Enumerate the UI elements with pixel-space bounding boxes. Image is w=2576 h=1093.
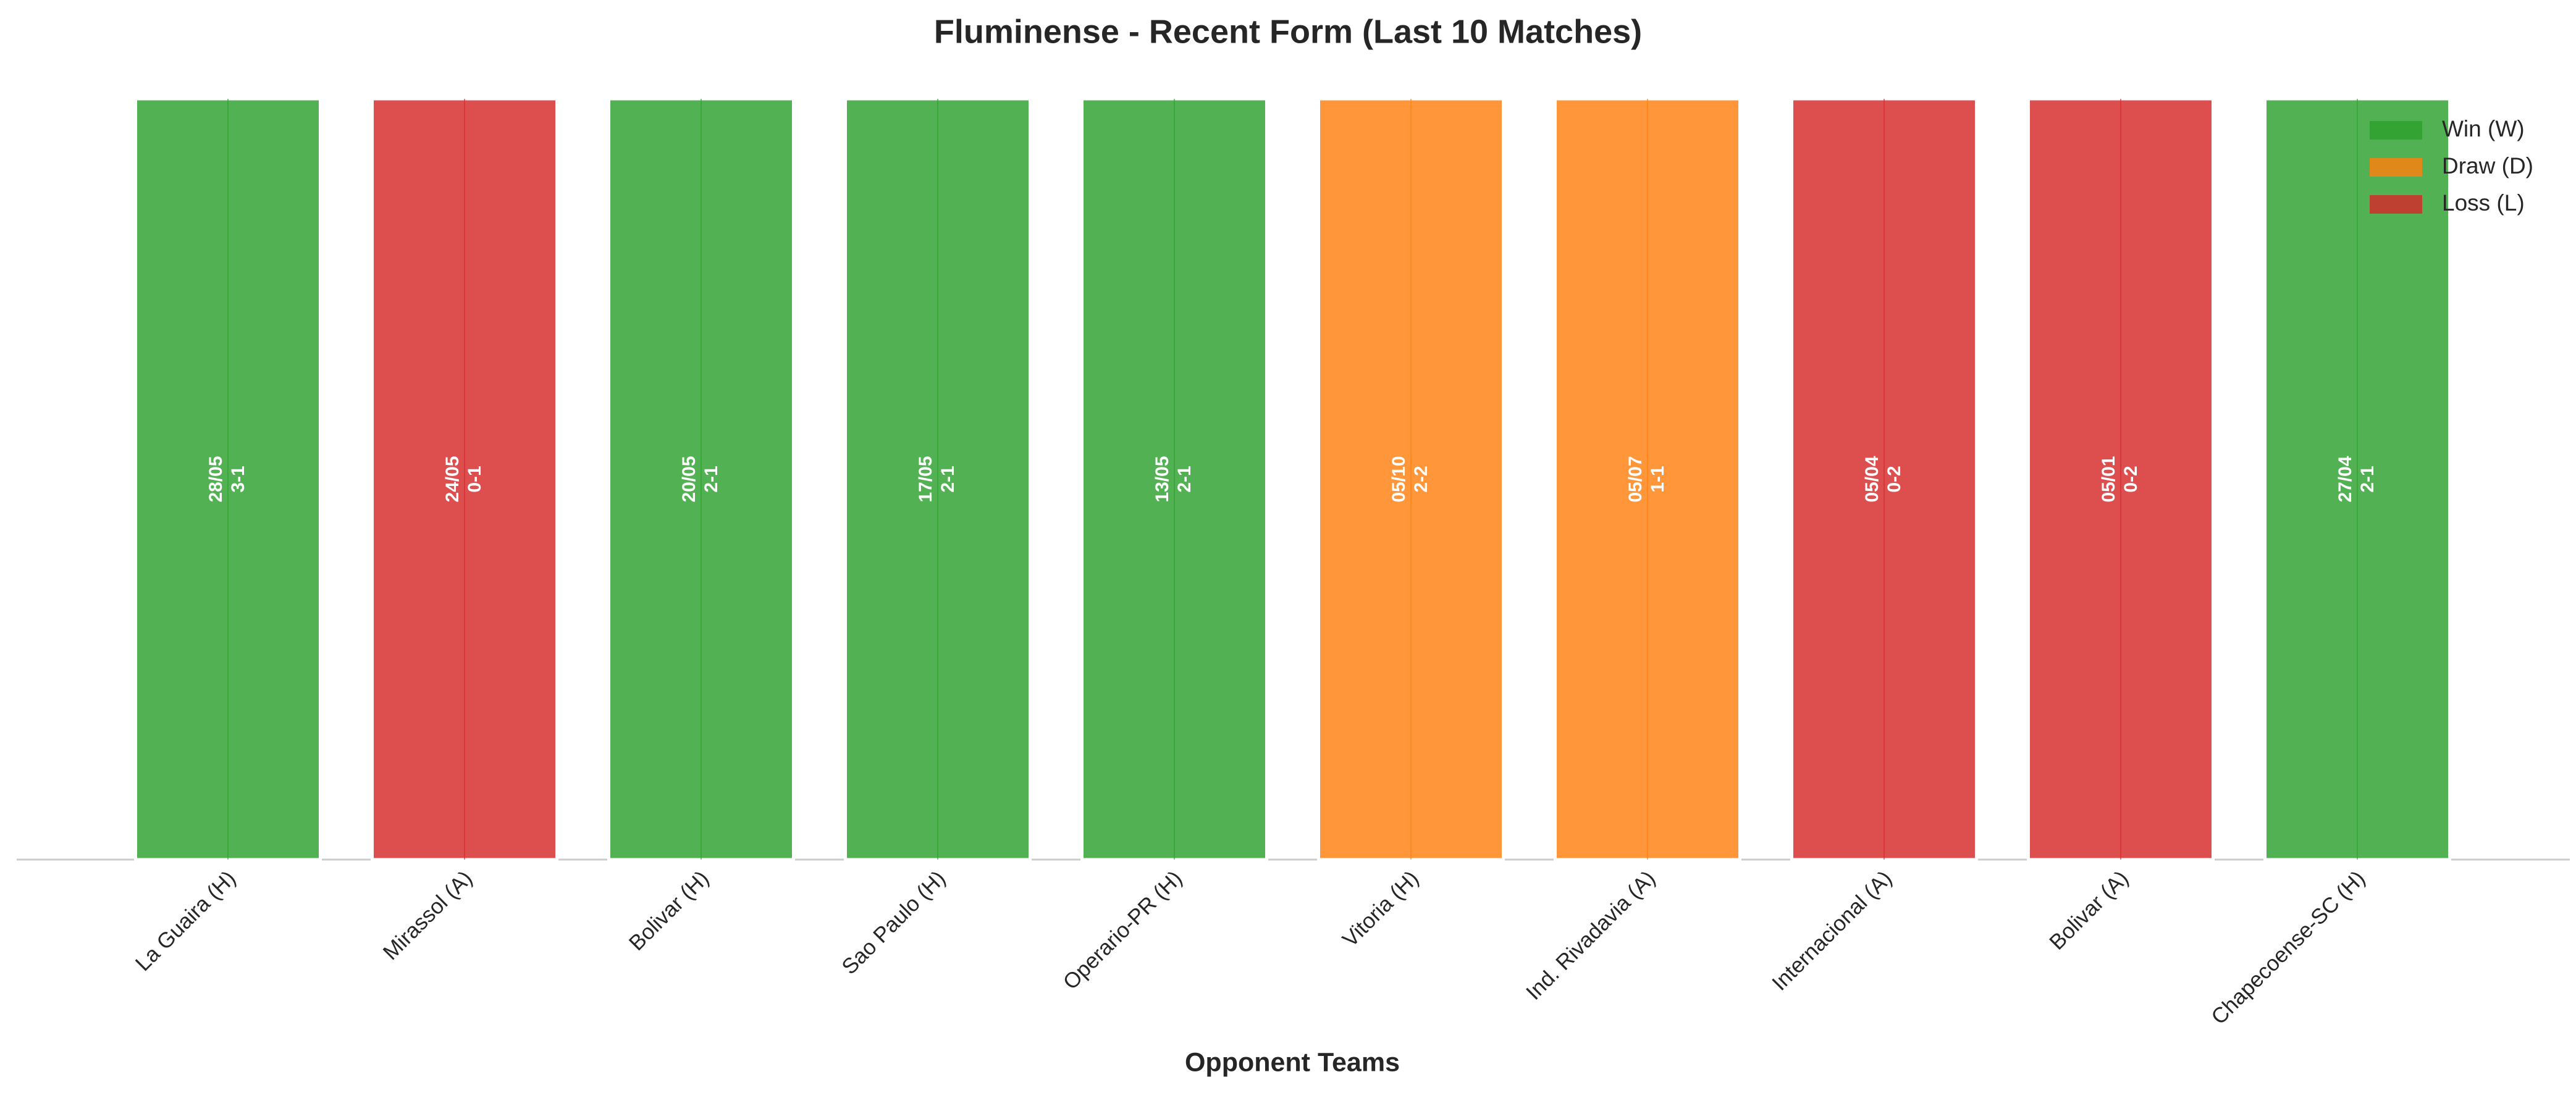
bar-score-label: 1-1 [1648, 466, 1668, 492]
bar-score-label: 2-1 [2357, 466, 2378, 492]
bar-date-label: 28/05 [206, 456, 226, 502]
x-tick-label: Operario-PR (H) [1058, 866, 1187, 995]
bar-score-label: 2-2 [1411, 466, 1431, 492]
legend-label: Draw (D) [2442, 153, 2533, 178]
x-tick-label: Bolivar (A) [2045, 866, 2133, 955]
legend-label: Loss (L) [2442, 190, 2525, 216]
bar-date-label: 05/01 [2098, 456, 2119, 502]
x-tick-label: Bolivar (H) [625, 866, 713, 955]
bar-score-label: 0-2 [2121, 466, 2141, 492]
bar-date-label: 13/05 [1152, 456, 1172, 502]
x-tick-label: Sao Paulo (H) [837, 866, 950, 979]
x-tick-label: Ind. Rivadavia (A) [1522, 866, 1660, 1005]
bar-date-label: 24/05 [442, 456, 463, 502]
x-tick-label: Chapecoense-SC (H) [2207, 866, 2370, 1029]
bar-score-label: 0-2 [1884, 466, 1905, 492]
bar-date-label: 17/05 [915, 456, 936, 502]
bar-score-label: 2-1 [701, 466, 722, 492]
bar-date-label: 05/07 [1625, 456, 1646, 502]
bar-score-label: 2-1 [938, 466, 958, 492]
bar-score-label: 0-1 [465, 466, 485, 492]
x-axis-label: Opponent Teams [1185, 1047, 1400, 1077]
bar-date-label: 27/04 [2335, 456, 2355, 502]
bar-score-label: 2-1 [1174, 466, 1195, 492]
x-tick-label: La Guaira (H) [131, 866, 241, 976]
legend-swatch [2370, 195, 2422, 214]
x-tick-label: Internacional (A) [1767, 866, 1896, 995]
bar-date-label: 05/04 [1862, 456, 1882, 502]
x-tick-label: Vitoria (H) [1338, 866, 1424, 952]
bar-date-label: 05/10 [1389, 456, 1409, 502]
x-tick-label: Mirassol (A) [379, 866, 478, 965]
legend-label: Win (W) [2442, 116, 2525, 141]
bar-date-label: 20/05 [679, 456, 699, 502]
bar-score-label: 3-1 [228, 466, 248, 492]
legend-swatch [2370, 158, 2422, 177]
chart-title: Fluminense - Recent Form (Last 10 Matche… [934, 13, 1642, 50]
legend-swatch [2370, 121, 2422, 140]
